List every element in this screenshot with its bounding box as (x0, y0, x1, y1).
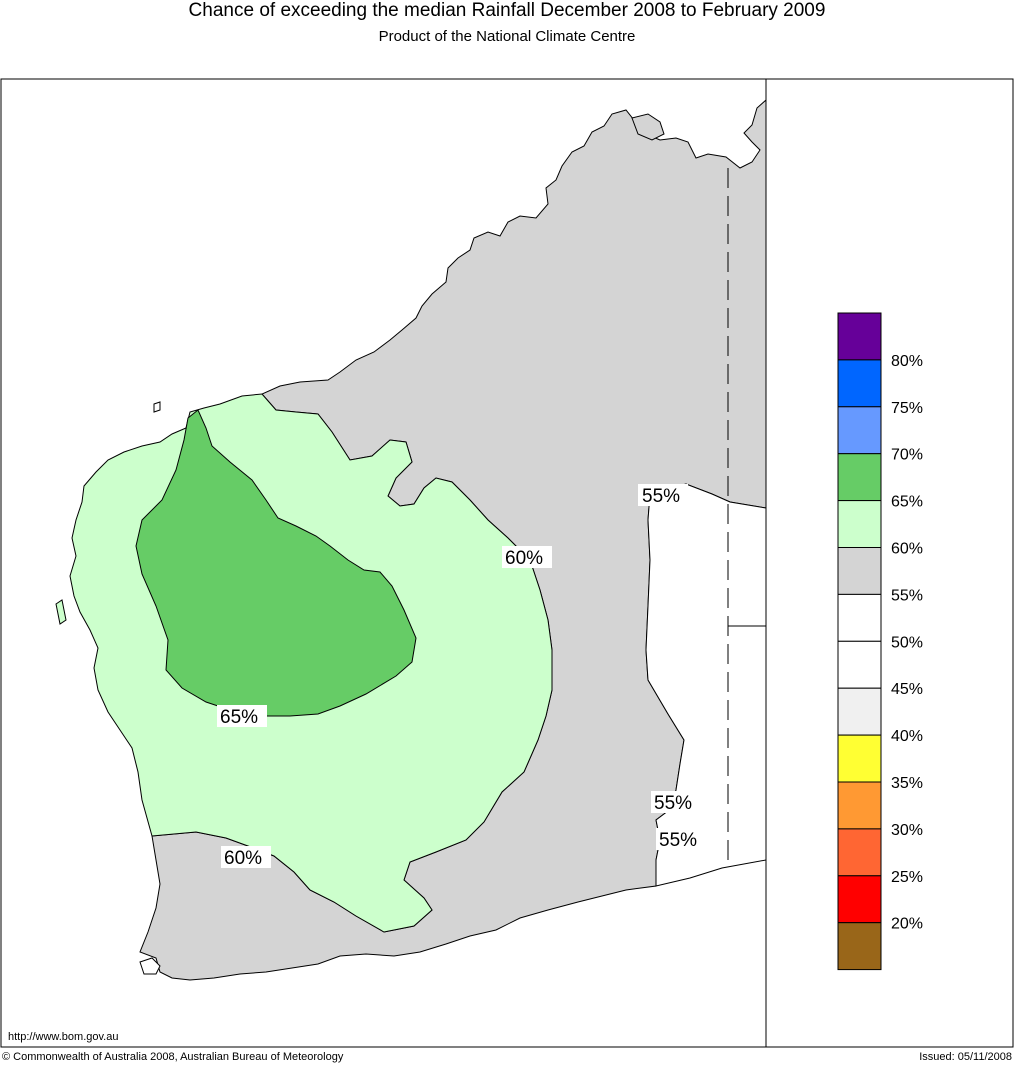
contour-label-60: 60% (224, 848, 262, 869)
legend-swatch (837, 922, 882, 971)
source-url: http://www.bom.gov.au (8, 1031, 119, 1043)
legend-label: 55% (891, 587, 923, 604)
legend-color-bar (837, 312, 882, 971)
legend-label: 25% (891, 869, 923, 886)
map-subtitle: Product of the National Climate Centre (378, 28, 636, 45)
legend-swatch (837, 406, 882, 455)
legend-swatch (837, 687, 882, 736)
legend-label: 40% (891, 728, 923, 745)
legend-swatch (837, 593, 882, 642)
legend-swatch (837, 828, 882, 877)
offshore-island (55, 599, 67, 625)
legend-label: 30% (891, 822, 923, 839)
contour-labels: 55% 60% 65% 60% 55% 55% (217, 484, 706, 869)
legend-label: 20% (891, 916, 923, 933)
legend-labels: 80% 75% 70% 65% 60% 55% 50% 45% 40% 35% 30% 25% 20% (891, 353, 923, 933)
legend-label: 60% (891, 541, 923, 558)
legend-label: 50% (891, 634, 923, 651)
legend-swatch (837, 547, 882, 595)
contour-label-55: 55% (642, 486, 680, 507)
legend-swatch (837, 453, 882, 502)
legend-swatch (837, 359, 882, 408)
zone-50-55 (645, 483, 767, 887)
legend-label: 70% (891, 447, 923, 464)
legend-swatch (837, 640, 882, 689)
contour-label-60: 60% (505, 548, 543, 569)
legend-label: 45% (891, 681, 923, 698)
zone-65-70 (135, 409, 417, 717)
offshore-island (153, 401, 161, 413)
legend-swatch (837, 781, 882, 830)
legend-label: 75% (891, 400, 923, 417)
legend-label: 80% (891, 353, 923, 370)
contour-label-65: 65% (220, 707, 258, 728)
offshore-island (631, 113, 665, 141)
legend-swatch (837, 312, 882, 361)
copyright-notice: © Commonwealth of Australia 2008, Austra… (2, 1051, 344, 1063)
legend-swatch (837, 875, 882, 924)
contour-label-55: 55% (654, 793, 692, 814)
legend-swatch (837, 500, 882, 549)
map-title: Chance of exceeding the median Rainfall … (188, 0, 826, 21)
issued-date: Issued: 05/11/2008 (919, 1051, 1012, 1063)
legend-label: 65% (891, 494, 923, 511)
legend-label: 35% (891, 775, 923, 792)
contour-label-55: 55% (659, 830, 697, 851)
offshore-island (139, 957, 161, 975)
legend-swatch (837, 734, 882, 783)
